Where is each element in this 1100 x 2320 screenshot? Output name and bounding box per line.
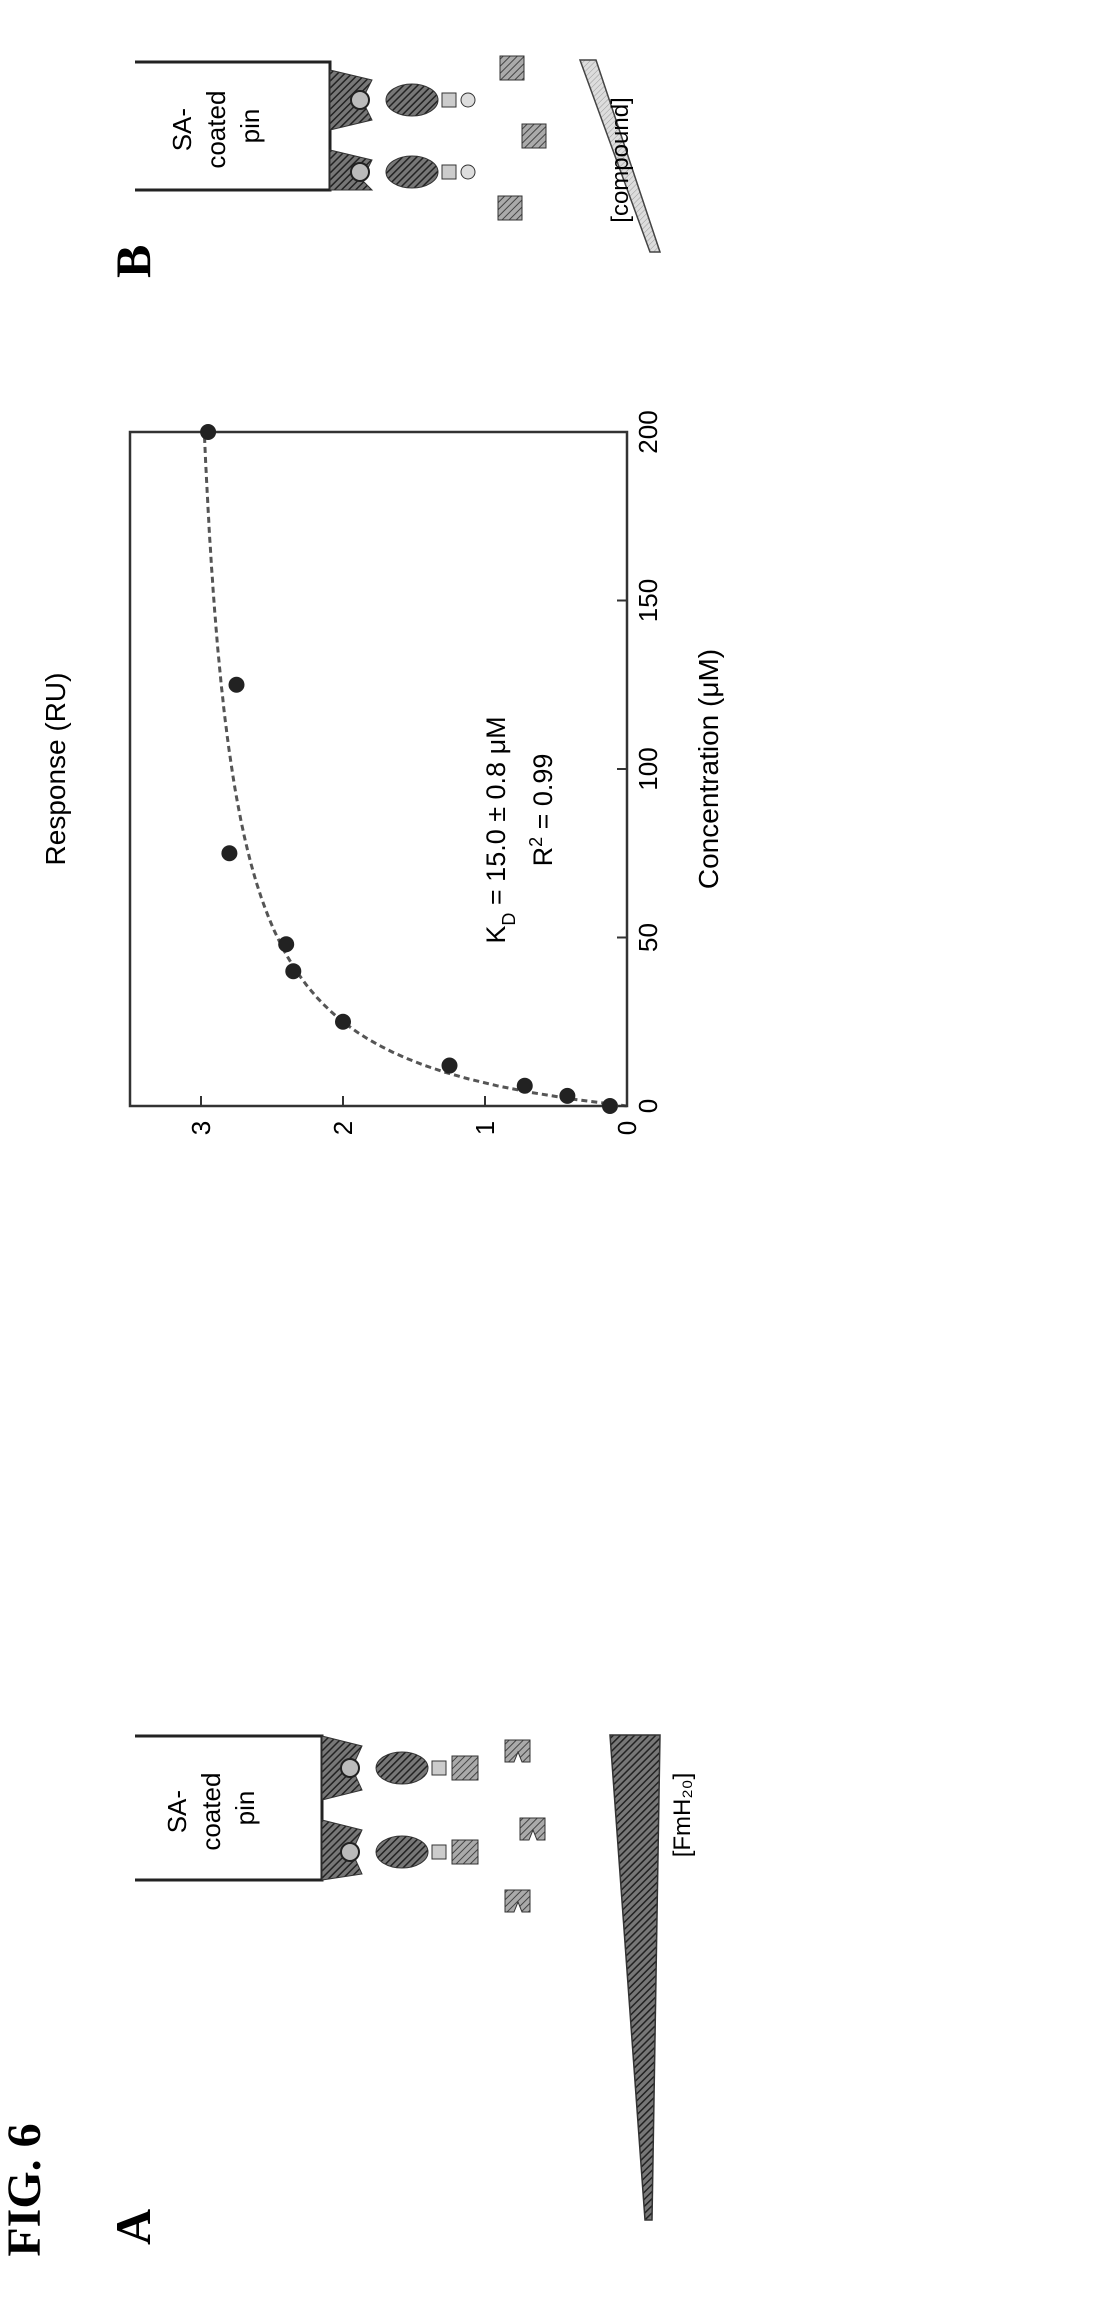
y-axis-ticks: 0 1 2 3 xyxy=(186,1096,642,1135)
data-points xyxy=(200,424,618,1114)
kd-annotation: KD = 15.0 ± 0.8 μM xyxy=(481,716,519,943)
immobilized-chain-b-1 xyxy=(329,69,476,131)
data-point xyxy=(559,1087,576,1104)
data-point xyxy=(601,1098,618,1114)
pin-label-b: SA- coated pin xyxy=(167,83,265,168)
data-point xyxy=(335,1013,351,1030)
y-tick-label: 2 xyxy=(328,1121,358,1135)
y-tick-label: 0 xyxy=(612,1121,642,1135)
x-axis-ticks: 0 50 100 150 200 xyxy=(617,410,663,1113)
compound-molecules xyxy=(497,55,547,221)
data-point xyxy=(228,676,245,693)
x-tick-label: 100 xyxy=(633,747,663,790)
x-tick-label: 200 xyxy=(633,410,663,453)
x-tick-label: 150 xyxy=(633,579,663,622)
antibody-molecules xyxy=(504,1739,546,1913)
data-point xyxy=(516,1077,533,1094)
data-point xyxy=(285,963,302,980)
panel-b: B SA- coated pin xyxy=(105,55,662,278)
y-axis-label: Response (RU) xyxy=(40,673,71,866)
fit-curve xyxy=(202,431,628,1108)
data-point xyxy=(278,936,295,953)
x-tick-label: 50 xyxy=(633,923,663,952)
immobilized-chain-b-2 xyxy=(329,149,476,191)
x-axis-label: Concentration (μM) xyxy=(693,649,724,889)
sa-coated-pin-b xyxy=(135,60,332,192)
binding-chart: 0 50 100 150 200 0 1 2 3 Concentration (μM) Res… xyxy=(40,410,724,1135)
data-point xyxy=(221,845,238,862)
r2-annotation: R2 = 0.99 xyxy=(526,754,558,867)
antibody-gradient xyxy=(609,1734,661,2221)
immobilized-chain-a-1 xyxy=(321,1735,479,1801)
y-tick-label: 1 xyxy=(470,1121,500,1135)
y-tick-label: 3 xyxy=(186,1121,216,1135)
pin-label-a: SA- coated pin xyxy=(162,1765,260,1850)
data-point xyxy=(200,424,217,440)
x-tick-label: 0 xyxy=(633,1099,663,1113)
panel-a-label: A xyxy=(105,2209,161,2245)
sa-coated-pin-a xyxy=(135,1734,324,1882)
panel-a: A FIG. 6 SA- coated pin xyxy=(0,1734,696,2257)
panel-b-label: B xyxy=(105,245,161,278)
figure-title: FIG. 6 xyxy=(0,2123,51,2256)
compound-gradient xyxy=(578,59,662,253)
data-point xyxy=(441,1057,458,1074)
gradient-label-a: [FmH₂₀] xyxy=(669,1773,696,1858)
gradient-label-b: [compound] xyxy=(607,97,634,222)
immobilized-chain-a-2 xyxy=(321,1819,479,1881)
